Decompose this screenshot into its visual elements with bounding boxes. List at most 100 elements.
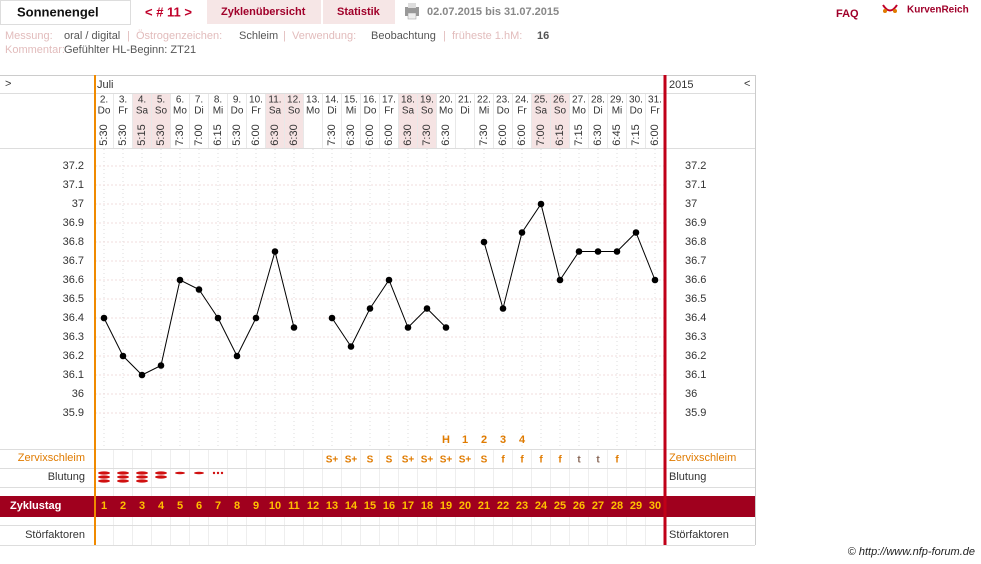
measure-time: 5:30 <box>155 124 167 145</box>
weekday: Di <box>593 106 602 117</box>
temperature-point <box>518 229 526 236</box>
separator: | <box>283 30 286 42</box>
date: 20. <box>439 95 453 106</box>
measure-time: 7:30 <box>326 124 338 145</box>
separator: | <box>127 30 130 42</box>
date: 15. <box>344 95 358 106</box>
weekday: Di <box>460 106 469 117</box>
chart-background <box>94 94 664 545</box>
temperature-point <box>252 314 260 322</box>
cycle-day: 14 <box>345 500 358 512</box>
y-tick-label: 36.2 <box>685 350 706 362</box>
nav-prev[interactable]: > <box>5 78 11 90</box>
measure-time: 6:30 <box>440 124 452 145</box>
y-tick-label: 35.9 <box>63 407 84 419</box>
mucus: S+ <box>402 455 415 466</box>
tab[interactable]: Statistik <box>337 6 381 18</box>
faq-link[interactable]: FAQ <box>836 8 859 20</box>
cycle-day: 22 <box>497 500 509 512</box>
weekday: Mi <box>213 106 224 117</box>
date-range: 02.07.2015 bis 31.07.2015 <box>427 6 559 18</box>
weekday: Mo <box>572 106 586 117</box>
date: 29. <box>610 95 624 106</box>
comment: Gefühlter HL-Beginn: ZT21 <box>64 44 196 56</box>
weekday: Do <box>497 106 510 117</box>
date: 27. <box>572 95 586 106</box>
date: 17. <box>382 95 396 106</box>
logo-icon <box>882 4 898 13</box>
weekday: Do <box>231 106 244 117</box>
weekday: Do <box>630 106 643 117</box>
tab[interactable]: Zyklenübersicht <box>221 6 306 18</box>
y-tick-label: 36.5 <box>63 293 84 305</box>
cycle-day: 3 <box>139 500 145 512</box>
cycle-day: 20 <box>459 500 471 512</box>
y-tick-label: 37.1 <box>63 179 84 191</box>
cycle-day: 11 <box>288 500 300 512</box>
temperature-point <box>176 276 184 284</box>
weekday: Mo <box>439 106 453 117</box>
cycle-day: 13 <box>326 500 338 512</box>
weekend-cell <box>284 94 304 148</box>
mucus: S+ <box>326 455 339 466</box>
measure-time: 6:15 <box>554 124 566 145</box>
mucus: f <box>539 455 543 466</box>
cycle-nav[interactable]: < # 11 > <box>145 4 192 19</box>
temperature-point <box>290 324 298 331</box>
row-label: Zervixschleim <box>18 452 85 464</box>
cycle-day: 1 <box>101 500 107 512</box>
measure-time: 6:30 <box>269 124 281 145</box>
y-tick-label: 36.4 <box>685 312 706 324</box>
weekday: Do <box>98 106 111 117</box>
y-tick-label: 36.1 <box>63 369 84 381</box>
temperature-point <box>157 362 165 369</box>
date: 31. <box>648 95 662 106</box>
temperature-point <box>100 314 108 322</box>
date: 4. <box>138 95 146 106</box>
y-tick-label: 36 <box>685 388 697 400</box>
weekday: Fr <box>251 106 261 117</box>
temperature-point <box>271 248 279 255</box>
cycle-day: 18 <box>421 500 433 512</box>
date: 16. <box>363 95 377 106</box>
weekday: So <box>288 106 301 117</box>
date: 13. <box>306 95 320 106</box>
temperature-point <box>423 305 431 312</box>
weekend-cell <box>151 94 171 148</box>
temperature-point <box>214 314 222 322</box>
date: 14. <box>325 95 339 106</box>
bleeding-icons <box>98 471 224 483</box>
nav-next[interactable]: < <box>744 78 750 90</box>
weekend-cell <box>398 94 418 148</box>
temperature-point <box>366 305 374 312</box>
info-label: Verwendung: <box>292 30 356 42</box>
y-tick-label: 36.9 <box>685 217 706 229</box>
weekend-cell <box>132 94 152 148</box>
measure-time: 6:00 <box>250 124 262 145</box>
print-icon[interactable] <box>405 3 419 20</box>
y-tick-label: 36.7 <box>63 255 84 267</box>
weekday: Sa <box>269 106 282 117</box>
y-tick-label: 36.8 <box>63 236 84 248</box>
date: 11. <box>268 95 281 106</box>
temperature-point <box>328 314 336 322</box>
weekday: Mi <box>346 106 357 117</box>
info-value: Schleim <box>239 30 278 42</box>
y-tick-label: 36.6 <box>685 274 706 286</box>
date: 18. <box>401 95 415 106</box>
measure-time: 7:15 <box>573 124 585 145</box>
cycle-day-bar <box>0 496 755 517</box>
temperature-point <box>632 229 640 236</box>
weekday: Mi <box>479 106 490 117</box>
cycle-day: 25 <box>554 500 566 512</box>
date: 24. <box>515 95 529 106</box>
info-label: früheste 1.hM: <box>452 30 522 42</box>
peak-label: 2 <box>481 434 487 446</box>
cycle-day: 28 <box>611 500 623 512</box>
measure-time: 6:00 <box>516 124 528 145</box>
weekday: Sa <box>136 106 149 117</box>
peak-label: 1 <box>462 434 468 446</box>
weekday: So <box>421 106 434 117</box>
